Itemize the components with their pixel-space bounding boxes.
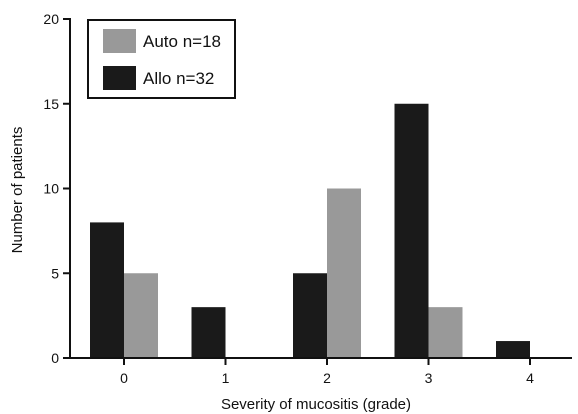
legend-swatch-auto-n-18 [103, 29, 136, 53]
legend: Auto n=18 Allo n=32 [87, 19, 236, 99]
bars-group [90, 103, 530, 358]
legend-label-auto-n-18: Auto n=18 [143, 32, 221, 51]
y-tick-label-0: 0 [51, 350, 59, 366]
ticks-group: 0 5 10 15 20 0 1 2 3 4 [43, 11, 534, 386]
bar-auto-n-18-3 [428, 307, 463, 358]
bar-allo-n-32-3 [394, 103, 429, 358]
x-tick-label-0: 0 [120, 370, 128, 386]
bar-allo-n-32-4 [496, 341, 530, 358]
bar-auto-n-18-0 [124, 273, 158, 358]
y-tick-label-20: 20 [43, 11, 59, 27]
y-axis-title: Number of patients [9, 127, 26, 254]
x-axis-title: Severity of mucositis (grade) [221, 396, 411, 413]
y-tick-label-10: 10 [43, 181, 59, 197]
y-tick-label-5: 5 [51, 265, 59, 281]
x-tick-label-4: 4 [526, 370, 534, 386]
bar-allo-n-32-2 [293, 273, 327, 358]
x-tick-label-3: 3 [425, 370, 433, 386]
x-tick-label-2: 2 [323, 370, 331, 386]
legend-label-allo-n-32: Allo n=32 [143, 69, 214, 88]
y-tick-label-15: 15 [43, 96, 59, 112]
legend-swatch-allo-n-32 [103, 66, 136, 90]
bar-auto-n-18-2 [327, 188, 361, 358]
bar-allo-n-32-1 [191, 307, 226, 358]
x-tick-label-1: 1 [222, 370, 230, 386]
bar-allo-n-32-0 [90, 222, 124, 358]
